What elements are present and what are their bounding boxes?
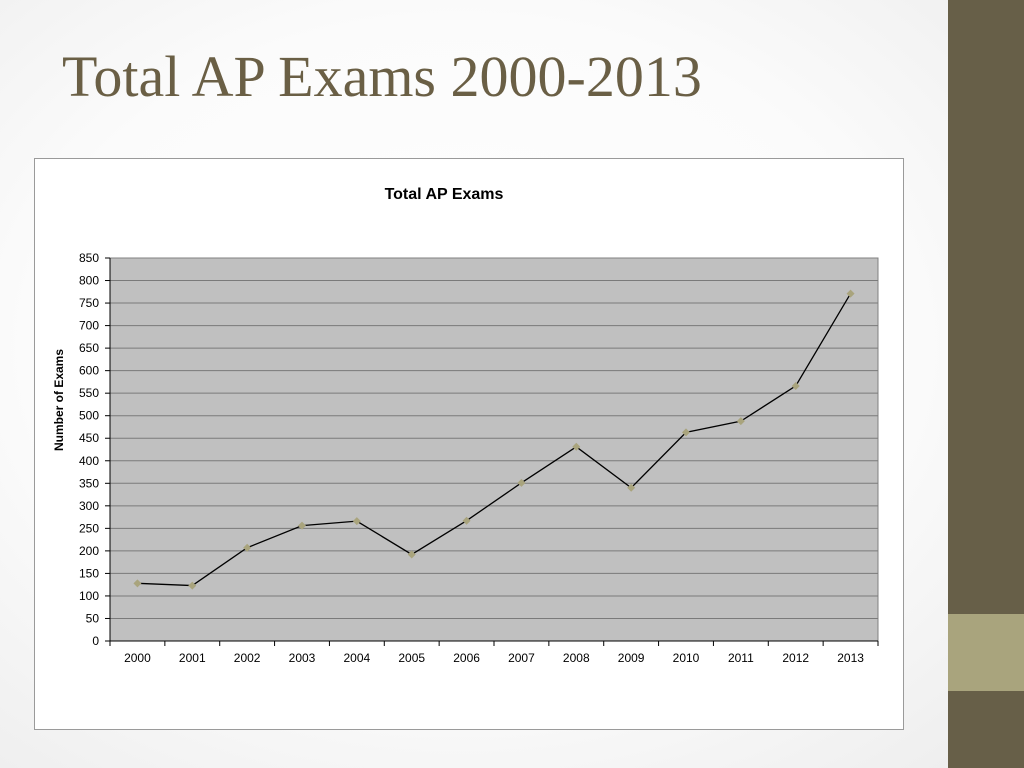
data-point xyxy=(517,478,526,487)
y-tick-label: 300 xyxy=(79,499,99,513)
y-tick-label: 0 xyxy=(92,634,99,648)
plot-area xyxy=(109,257,879,642)
y-tick-label: 600 xyxy=(79,364,99,378)
data-point xyxy=(572,442,581,451)
y-tick-label: 350 xyxy=(79,476,99,490)
chart-frame: Total AP Exams 0 50 100 150 200 250 300 350 400 4… xyxy=(34,158,904,730)
y-tick-label: 50 xyxy=(86,611,100,625)
y-tick-label: 450 xyxy=(79,431,99,445)
x-tick-label: 2001 xyxy=(179,651,206,665)
x-tick-label: 2003 xyxy=(289,651,316,665)
data-point xyxy=(298,521,306,530)
x-tick-label: 2002 xyxy=(234,651,261,665)
line-chart: Total AP Exams 0 50 100 150 200 250 300 350 400 4… xyxy=(52,186,879,665)
y-tick-label: 750 xyxy=(79,296,99,310)
decorative-sidebar-accent xyxy=(948,614,1024,691)
y-tick-label: 800 xyxy=(79,274,99,288)
data-point xyxy=(736,417,745,426)
data-point xyxy=(791,381,800,390)
y-tick-label: 550 xyxy=(79,386,99,400)
x-tick-label: 2006 xyxy=(453,651,480,665)
data-point xyxy=(188,581,197,590)
y-axis-label: Number of Exams xyxy=(52,349,66,451)
y-tick-label: 400 xyxy=(79,454,99,468)
data-point xyxy=(462,516,471,525)
data-point xyxy=(407,550,416,559)
series-line xyxy=(137,293,852,587)
y-tick-label: 150 xyxy=(79,566,99,580)
x-tick-label: 2005 xyxy=(398,651,425,665)
slide-title: Total AP Exams 2000-2013 xyxy=(62,44,702,109)
x-tick-label: 2011 xyxy=(728,651,754,665)
y-tick-label: 850 xyxy=(79,251,99,265)
data-point xyxy=(682,428,690,437)
y-tick-label: 250 xyxy=(79,521,99,535)
x-tick-label: 2004 xyxy=(344,651,371,665)
x-tick-label: 2010 xyxy=(673,651,700,665)
x-tick-label: 2009 xyxy=(618,651,645,665)
y-tick-label: 100 xyxy=(79,589,99,603)
data-point xyxy=(846,289,855,298)
data-point xyxy=(133,579,142,588)
data-point xyxy=(627,483,636,492)
x-tick-label: 2000 xyxy=(124,651,151,665)
y-tick-label: 650 xyxy=(79,341,99,355)
x-tick-label: 2007 xyxy=(508,651,535,665)
y-tick-label: 200 xyxy=(79,544,99,558)
x-tick-label: 2012 xyxy=(782,651,809,665)
x-tick-label: 2008 xyxy=(563,651,590,665)
y-tick-label: 700 xyxy=(79,319,99,333)
x-tick-label: 2013 xyxy=(837,651,864,665)
data-point xyxy=(352,517,361,526)
y-tick-label: 500 xyxy=(79,409,99,423)
data-point xyxy=(243,543,252,552)
chart-title: Total AP Exams xyxy=(385,186,504,203)
